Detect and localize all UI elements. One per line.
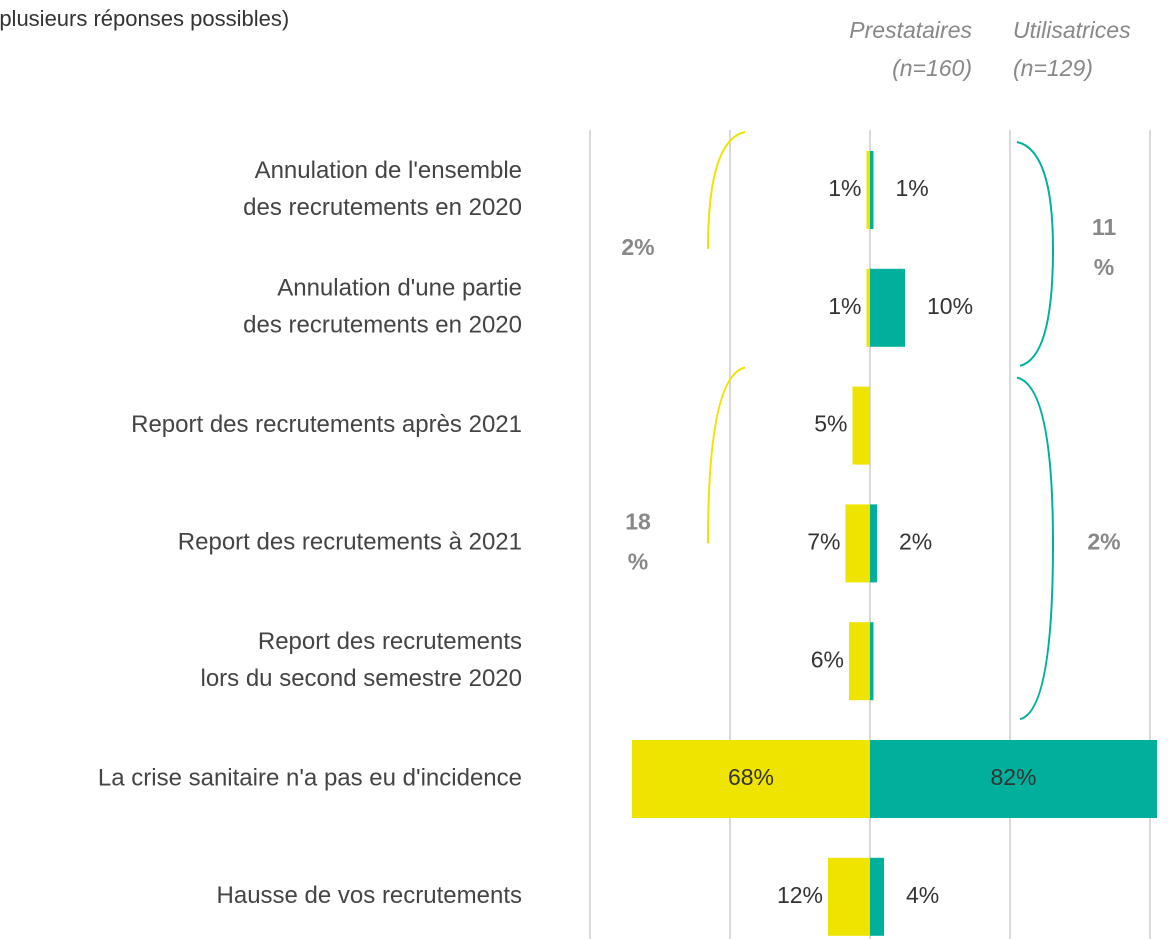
bar — [632, 740, 870, 818]
group-label: 11 — [1092, 214, 1117, 240]
category-label: des recrutements en 2020 — [243, 312, 522, 339]
category-label: Report des recrutements après 2021 — [131, 411, 522, 438]
category-label: des recrutements en 2020 — [243, 194, 522, 221]
category-label: Report des recrutements — [258, 628, 522, 655]
value-label: 82% — [990, 764, 1036, 790]
legend-sample: (n=129) — [1013, 55, 1093, 81]
bar — [870, 857, 884, 936]
category-label: Annulation de l'ensemble — [255, 157, 522, 184]
bar — [870, 622, 874, 701]
legend-sample: (n=160) — [892, 55, 972, 81]
category-label: La crise sanitaire n'a pas eu d'incidenc… — [98, 764, 522, 791]
group-bracket — [1016, 376, 1055, 721]
group-label: % — [628, 548, 648, 574]
bar — [866, 268, 870, 347]
group-label: % — [1094, 254, 1114, 280]
value-label: 10% — [927, 293, 973, 319]
chart-subtitle: (plusieurs réponses possibles) — [0, 6, 289, 31]
value-label: 1% — [828, 293, 861, 319]
group-bracket — [1016, 141, 1055, 367]
category-label: Annulation d'une partie — [277, 275, 522, 302]
group-label: 18 — [625, 508, 651, 534]
bar — [852, 386, 870, 465]
value-label: 1% — [896, 175, 929, 201]
legend-entry: Utilisatrices — [1013, 17, 1131, 43]
value-label: 4% — [906, 882, 939, 908]
group-bracket — [707, 131, 746, 249]
category-label: Report des recrutements à 2021 — [178, 529, 522, 556]
category-label: lors du second semestre 2020 — [200, 665, 522, 692]
bar — [870, 151, 874, 229]
bar — [845, 504, 870, 583]
bar — [849, 622, 870, 701]
value-label: 5% — [814, 411, 847, 437]
group-label: 2% — [621, 234, 654, 260]
bar — [870, 504, 877, 583]
value-label: 68% — [728, 764, 774, 790]
value-label: 12% — [777, 882, 823, 908]
bar — [870, 268, 905, 347]
value-label: 7% — [807, 528, 840, 554]
legend-entry: Prestataires — [849, 17, 972, 43]
bar — [866, 151, 870, 229]
category-label: Hausse de vos recrutements — [217, 882, 522, 909]
bar — [870, 740, 1157, 818]
group-bracket — [707, 366, 746, 544]
bar — [828, 857, 870, 936]
value-label: 2% — [899, 528, 932, 554]
group-label: 2% — [1087, 528, 1120, 554]
value-label: 1% — [828, 175, 861, 201]
value-label: 6% — [811, 646, 844, 672]
